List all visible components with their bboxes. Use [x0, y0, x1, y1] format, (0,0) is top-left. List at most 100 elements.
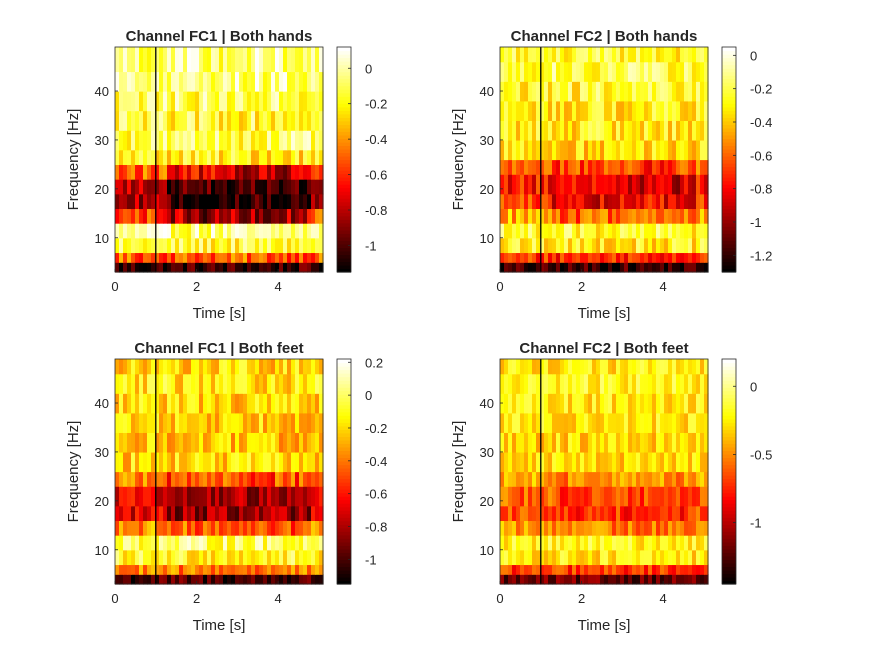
heatmap-cell [676, 262, 681, 273]
y-tick-label: 40 [95, 84, 109, 99]
heatmap-cell [231, 193, 236, 210]
heatmap-cell [167, 486, 172, 507]
heatmap-cell [680, 81, 685, 102]
heatmap-cell [584, 574, 589, 585]
colorbar-tick-label: -0.4 [750, 115, 772, 130]
heatmap-cell [684, 451, 689, 473]
heatmap-cell [159, 110, 164, 131]
heatmap-cell [243, 164, 248, 180]
heatmap-cell [612, 223, 617, 239]
heatmap-cell [552, 451, 557, 473]
heatmap-cell [580, 193, 585, 210]
heatmap-cell [123, 130, 128, 151]
heatmap-cell [199, 223, 204, 239]
heatmap-cell [291, 47, 296, 73]
heatmap-cell [592, 252, 597, 263]
heatmap-cell [620, 505, 625, 522]
heatmap-cell [560, 139, 565, 161]
heatmap-cell [135, 359, 140, 375]
colorbar-segment [722, 254, 736, 259]
heatmap-cell [231, 223, 236, 239]
colorbar-segment [337, 373, 351, 378]
heatmap-cell [247, 535, 252, 551]
heatmap-cell [580, 223, 585, 239]
heatmap-cell [171, 412, 176, 433]
heatmap-cell [548, 100, 553, 121]
heatmap-cell [628, 486, 633, 507]
colorbar-segment [722, 191, 736, 196]
heatmap-cell [684, 81, 689, 102]
heatmap-cell [624, 471, 629, 487]
heatmap-cell [504, 505, 509, 522]
heatmap-cell [239, 164, 244, 180]
heatmap-cell [704, 81, 709, 102]
heatmap-cell [656, 100, 661, 121]
heatmap-cell [500, 61, 505, 82]
heatmap-cell [239, 373, 244, 394]
heatmap-cell [604, 193, 609, 210]
heatmap-cell [179, 149, 184, 165]
heatmap-cell [223, 149, 228, 165]
heatmap-cell [159, 373, 164, 394]
heatmap-cell [608, 549, 613, 566]
heatmap-cell [508, 81, 513, 102]
colorbar-segment [722, 478, 736, 483]
heatmap-cell [672, 486, 677, 507]
heatmap-cell [283, 237, 288, 254]
heatmap-cell [167, 262, 172, 273]
heatmap-cell [231, 252, 236, 263]
heatmap-cell [636, 139, 641, 161]
heatmap-cell [311, 549, 316, 566]
heatmap-cell [664, 208, 669, 224]
colorbar-segment [722, 499, 736, 504]
colorbar-segment [722, 362, 736, 367]
y-tick-label: 10 [95, 543, 109, 558]
heatmap-cell [568, 193, 573, 210]
heatmap-cell [255, 505, 260, 522]
heatmap-cell [219, 412, 224, 433]
heatmap-cell [680, 564, 685, 575]
heatmap-cell [664, 520, 669, 536]
heatmap-cell [632, 193, 637, 210]
heatmap-cell [532, 412, 537, 433]
heatmap-cell [556, 47, 561, 63]
heatmap-cell [656, 451, 661, 473]
heatmap-cell [311, 71, 316, 92]
heatmap-cell [119, 471, 124, 487]
heatmap-cell [560, 120, 565, 141]
heatmap-cell [223, 223, 228, 239]
heatmap-cell [127, 193, 132, 210]
heatmap-cell [151, 130, 156, 151]
heatmap-cell [187, 208, 192, 224]
heatmap-cell [123, 432, 128, 453]
heatmap-cell [131, 412, 136, 433]
heatmap-cell [139, 179, 144, 195]
heatmap-cell [528, 237, 533, 254]
heatmap-cell [223, 373, 228, 394]
heatmap-cell [163, 179, 168, 195]
heatmap-cell [143, 451, 148, 473]
heatmap-cell [159, 432, 164, 453]
heatmap-cell [704, 520, 709, 536]
colorbar-segment [722, 50, 736, 55]
heatmap-cell [271, 486, 276, 507]
heatmap-cell [588, 208, 593, 224]
heatmap-cell [540, 505, 545, 522]
heatmap-cell [267, 373, 272, 394]
heatmap-cell [628, 237, 633, 254]
heatmap-cell [672, 237, 677, 254]
heatmap-cell [199, 505, 204, 522]
heatmap-cell [123, 451, 128, 473]
heatmap-cell [504, 208, 509, 224]
heatmap-cell [552, 223, 557, 239]
heatmap-cell [215, 208, 220, 224]
heatmap-cell [560, 520, 565, 536]
heatmap-cell [207, 471, 212, 487]
heatmap-cell [135, 130, 140, 151]
heatmap-cell [544, 574, 549, 585]
heatmap-cell [604, 262, 609, 273]
colorbar-segment [722, 559, 736, 564]
heatmap-cell [636, 520, 641, 536]
heatmap-cell [247, 486, 252, 507]
heatmap-cell [504, 535, 509, 551]
